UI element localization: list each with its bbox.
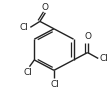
- Text: Cl: Cl: [19, 23, 28, 32]
- Text: Cl: Cl: [99, 54, 108, 63]
- Text: O: O: [42, 3, 49, 12]
- Text: Cl: Cl: [51, 80, 60, 89]
- Text: Cl: Cl: [24, 68, 33, 77]
- Text: O: O: [84, 32, 91, 41]
